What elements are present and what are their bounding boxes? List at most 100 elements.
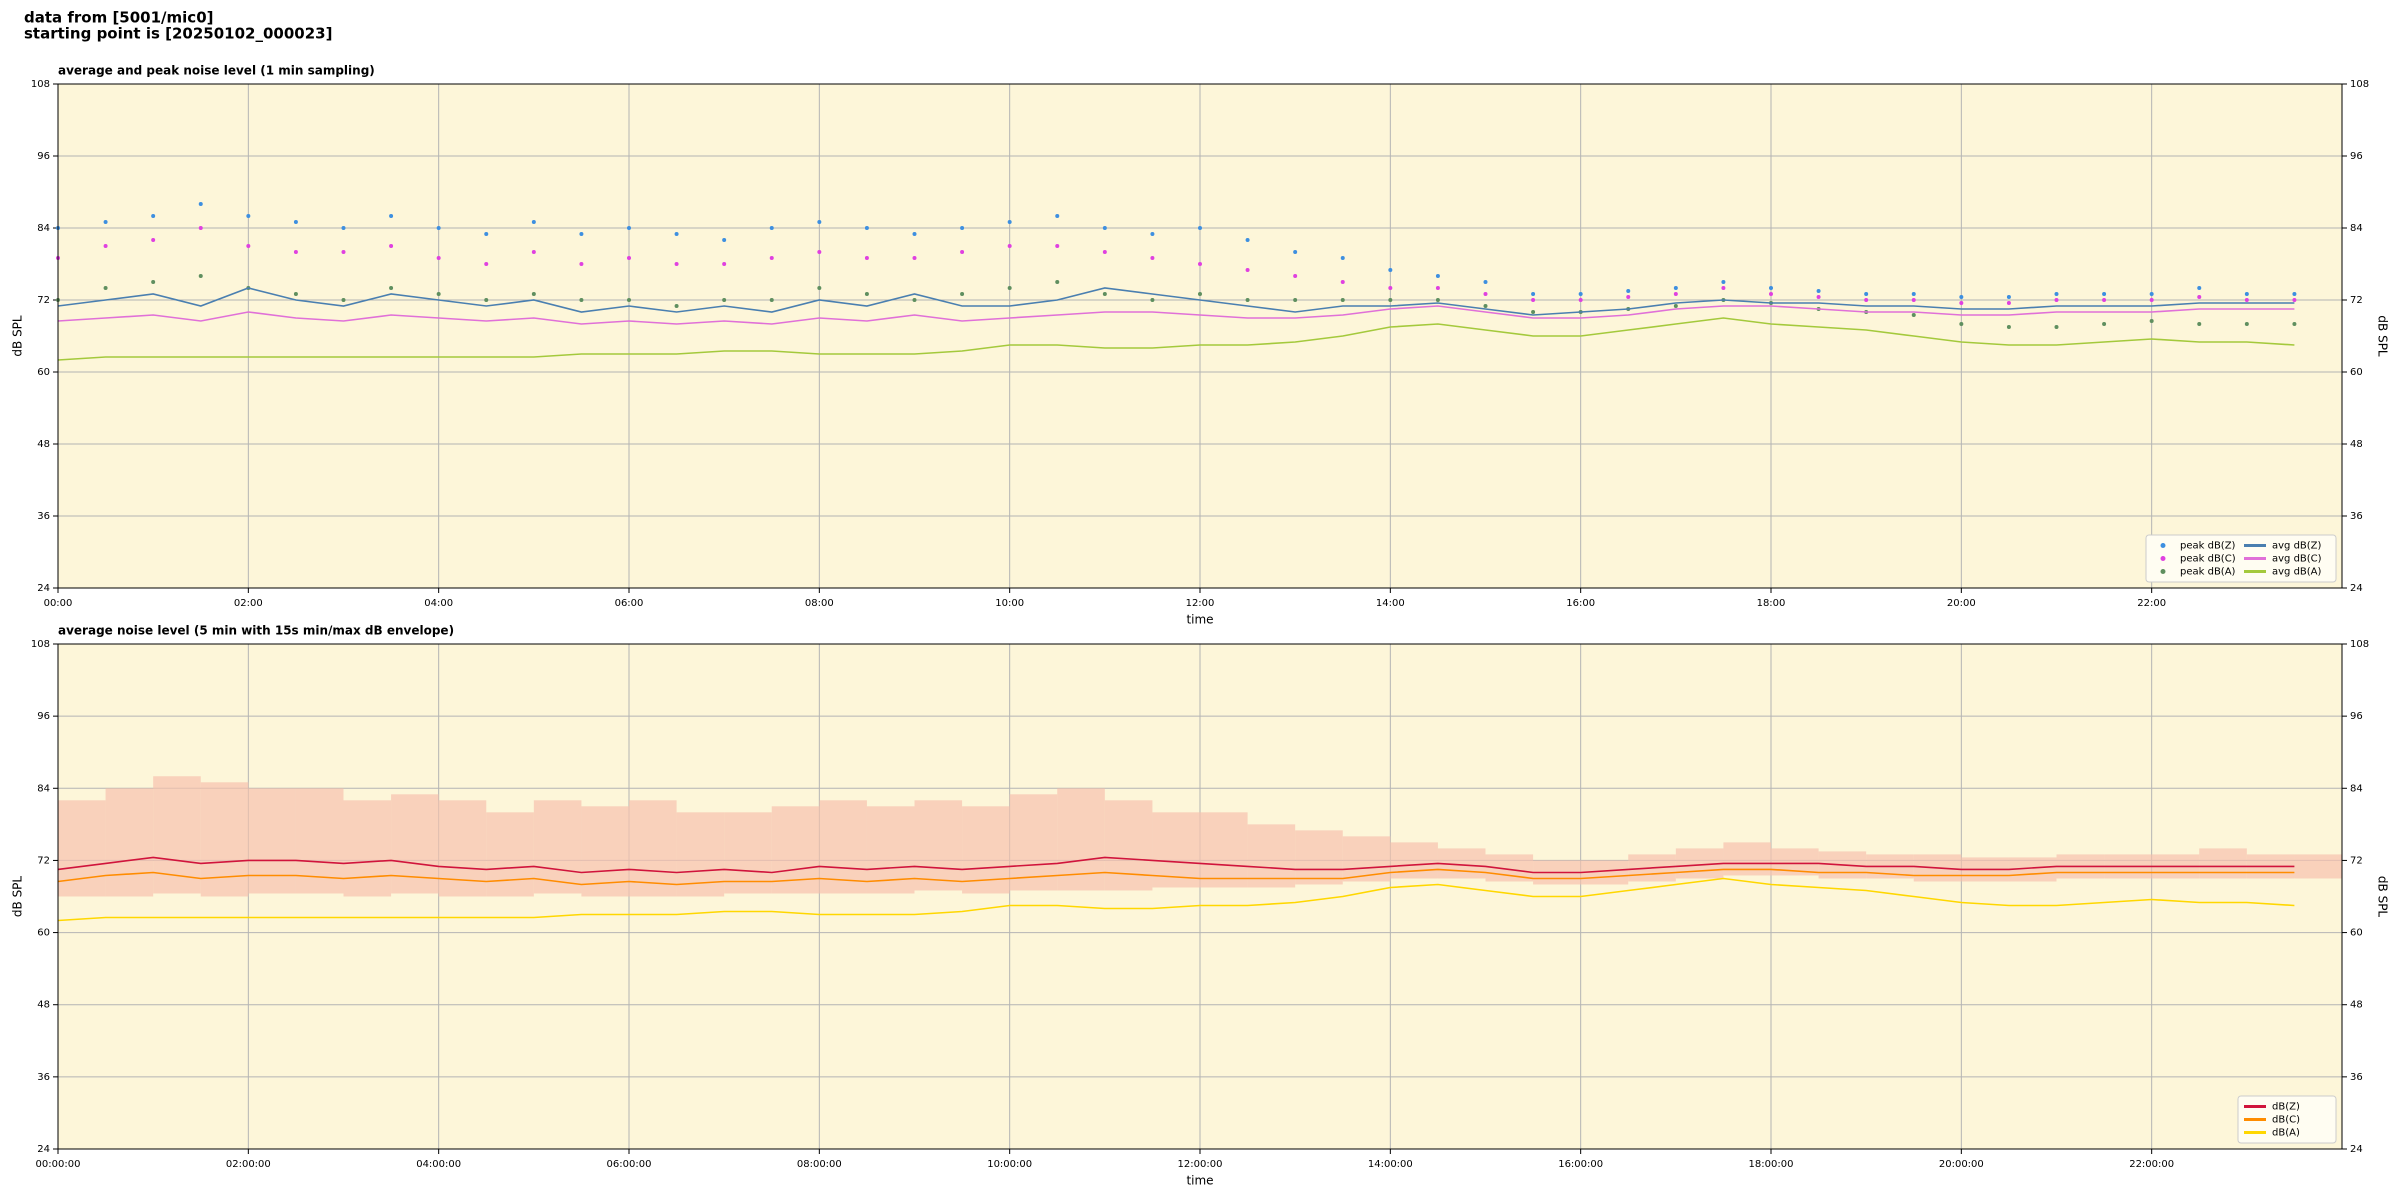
x-tick-label: 02:00 bbox=[234, 598, 263, 609]
x-tick-label: 04:00 bbox=[424, 598, 453, 609]
scatter-point bbox=[1816, 289, 1821, 293]
x-tick-label: 08:00 bbox=[805, 598, 834, 609]
legend-marker bbox=[2160, 556, 2166, 561]
scatter-point bbox=[2102, 298, 2107, 302]
scatter-point bbox=[198, 226, 203, 230]
scatter-point bbox=[627, 256, 631, 260]
y2-tick-label: 48 bbox=[2350, 439, 2363, 450]
x-tick-label: 20:00:00 bbox=[1939, 1159, 1984, 1170]
scatter-point bbox=[1483, 280, 1488, 284]
scatter-point bbox=[2102, 292, 2107, 296]
scatter-point bbox=[2197, 322, 2202, 326]
scatter-point bbox=[2006, 295, 2011, 299]
scatter-point bbox=[1388, 286, 1393, 290]
scatter-point bbox=[1055, 280, 1060, 284]
scatter-point bbox=[579, 298, 584, 302]
envelope-band bbox=[1200, 812, 1248, 888]
x-tick-label: 22:00:00 bbox=[2129, 1159, 2174, 1170]
scatter-point bbox=[1435, 274, 1440, 278]
y2-tick-label: 72 bbox=[2350, 855, 2363, 866]
scatter-point bbox=[1531, 298, 1536, 302]
y-tick-label: 72 bbox=[37, 295, 50, 306]
y2-tick-label: 96 bbox=[2350, 711, 2363, 722]
scatter-point bbox=[912, 232, 917, 236]
scatter-point bbox=[1245, 298, 1250, 302]
y2-tick-label: 60 bbox=[2350, 367, 2363, 378]
x-tick-label: 18:00 bbox=[1757, 598, 1786, 609]
scatter-point bbox=[1911, 298, 1916, 302]
scatter-point bbox=[531, 250, 536, 254]
y-tick-label: 84 bbox=[37, 223, 50, 234]
y-tick-label: 72 bbox=[37, 855, 50, 866]
scatter-point bbox=[722, 238, 727, 242]
scatter-point bbox=[2102, 322, 2107, 326]
y2-axis-label: dB SPL bbox=[2376, 315, 2390, 357]
scatter-point bbox=[2197, 286, 2202, 290]
y-tick-label: 108 bbox=[31, 639, 50, 650]
scatter-point bbox=[1959, 295, 1964, 299]
x-tick-label: 12:00:00 bbox=[1178, 1159, 1223, 1170]
scatter-point bbox=[1769, 292, 1773, 296]
scatter-point bbox=[817, 220, 822, 224]
scatter-point bbox=[436, 226, 441, 230]
scatter-point bbox=[1293, 250, 1298, 254]
scatter-point bbox=[1007, 220, 1012, 224]
scatter-point bbox=[1007, 244, 1012, 248]
envelope-band bbox=[343, 800, 392, 897]
legend-label: avg dB(Z) bbox=[2272, 541, 2322, 552]
scatter-point bbox=[2197, 295, 2202, 299]
y2-tick-label: 36 bbox=[2350, 1072, 2363, 1083]
scatter-point bbox=[151, 280, 156, 284]
legend-label: avg dB(C) bbox=[2272, 554, 2322, 565]
scatter-point bbox=[2149, 319, 2154, 323]
x-tick-label: 00:00:00 bbox=[36, 1159, 81, 1170]
legend: peak dB(Z) peak dB(C) peak dB(A) avg dB(Z) a… bbox=[2145, 534, 2337, 583]
y-axis-label: dB SPL bbox=[11, 876, 25, 918]
y2-tick-label: 48 bbox=[2350, 1000, 2363, 1011]
scatter-point bbox=[2244, 298, 2249, 302]
envelope-band bbox=[1152, 812, 1200, 888]
scatter-point bbox=[484, 262, 489, 266]
y-tick-label: 36 bbox=[37, 1072, 50, 1083]
scatter-point bbox=[2149, 298, 2154, 302]
envelope-band bbox=[105, 788, 154, 897]
scatter-point bbox=[579, 232, 584, 236]
y-tick-label: 48 bbox=[37, 1000, 50, 1011]
scatter-point bbox=[1721, 280, 1726, 284]
x-tick-label: 14:00:00 bbox=[1368, 1159, 1413, 1170]
y-tick-label: 84 bbox=[37, 783, 50, 794]
scatter-point bbox=[722, 298, 727, 302]
scatter-point bbox=[103, 244, 108, 248]
legend-label: dB(C) bbox=[2272, 1115, 2300, 1126]
envelope-band bbox=[914, 800, 963, 891]
x-tick-label: 12:00 bbox=[1186, 598, 1215, 609]
scatter-point bbox=[389, 244, 394, 248]
scatter-point bbox=[436, 256, 441, 260]
scatter-point bbox=[1198, 226, 1202, 230]
envelope-band bbox=[1247, 824, 1296, 888]
scatter-point bbox=[912, 256, 917, 260]
scatter-point bbox=[627, 226, 631, 230]
legend-marker bbox=[2160, 569, 2166, 574]
scatter-point bbox=[2149, 292, 2154, 296]
y-axis-label: dB SPL bbox=[11, 315, 25, 357]
y2-tick-label: 108 bbox=[2350, 639, 2369, 650]
series-line bbox=[57, 317, 2295, 361]
scatter-point bbox=[151, 238, 156, 242]
y2-tick-label: 60 bbox=[2350, 928, 2363, 939]
scatter-point bbox=[2292, 322, 2297, 326]
x-tick-label: 10:00:00 bbox=[987, 1159, 1032, 1170]
scatter-point bbox=[1293, 298, 1298, 302]
legend-label: dB(Z) bbox=[2272, 1102, 2300, 1113]
legend-label: peak dB(Z) bbox=[2180, 541, 2236, 552]
y2-tick-label: 84 bbox=[2350, 223, 2363, 234]
chart-title: average and peak noise level (1 min samp… bbox=[58, 64, 375, 78]
scatter-point bbox=[2054, 298, 2059, 302]
scatter-point bbox=[1483, 292, 1488, 296]
x-tick-label: 16:00 bbox=[1566, 598, 1595, 609]
series-line bbox=[57, 856, 2295, 874]
envelope-band bbox=[629, 800, 677, 897]
y2-tick-label: 84 bbox=[2350, 783, 2363, 794]
legend-marker bbox=[2160, 543, 2166, 548]
